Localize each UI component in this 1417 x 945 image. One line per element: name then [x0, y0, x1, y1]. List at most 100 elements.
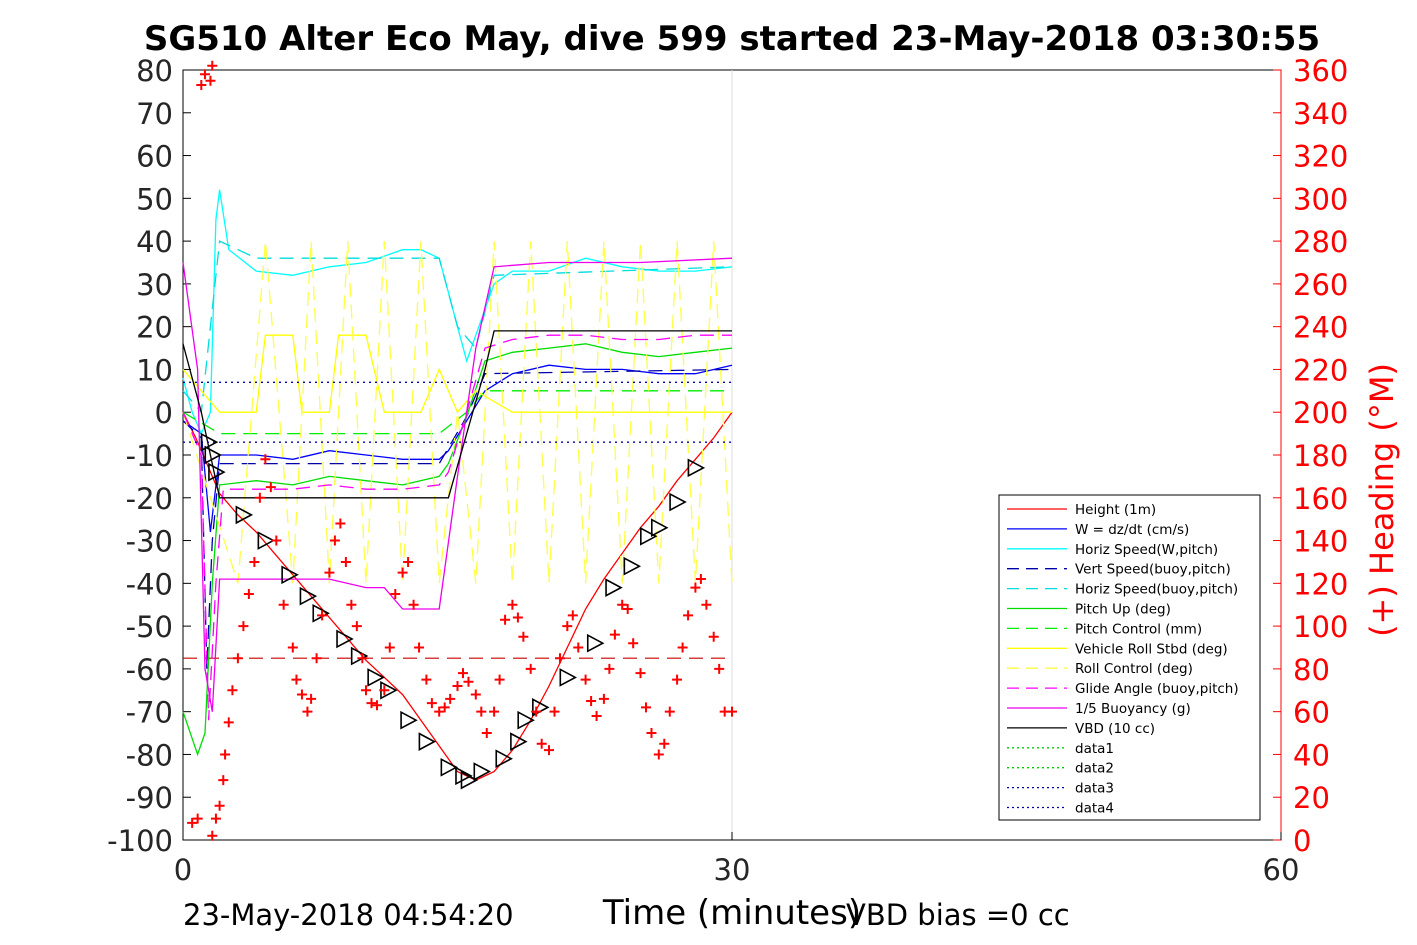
heading-marker [366, 698, 377, 709]
legend-label: data1 [1075, 741, 1114, 757]
triangle-marker [400, 710, 418, 730]
series-line-0 [182, 411, 733, 781]
legend-label: Pitch Up (deg) [1075, 602, 1171, 618]
legend-label: Vert Speed(buoy,pitch) [1075, 562, 1231, 578]
right-tick-label: 300 [1293, 182, 1348, 216]
heading-marker [562, 621, 573, 632]
right-tick-label: 80 [1293, 653, 1330, 687]
heading-marker [701, 599, 712, 610]
heading-marker [199, 69, 210, 80]
heading-marker [567, 610, 578, 621]
heading-marker [659, 738, 670, 749]
right-tick-label: 220 [1293, 353, 1348, 387]
triangle-marker [455, 766, 473, 786]
x-tick-label: 0 [174, 853, 192, 887]
right-tick-label: 260 [1293, 268, 1348, 302]
legend: Height (1m) W = dz/dt (cm/s) Horiz Speed(W… [998, 494, 1261, 821]
heading-marker [254, 492, 265, 503]
heading-marker [421, 674, 432, 685]
heading-marker [302, 706, 313, 717]
heading-marker [617, 599, 628, 610]
heading-marker [232, 653, 243, 664]
heading-marker [609, 629, 620, 640]
heading-marker [408, 599, 419, 610]
footer-vbd-bias: VBD bias =0 cc [846, 898, 1070, 932]
legend-label: data2 [1075, 761, 1114, 777]
right-tick-label: 60 [1293, 696, 1330, 730]
left-y-axis: 80 70 60 50 40 30 20 10 0 -10 -20 -30 -40 -50 -60 -70 -8… [107, 54, 191, 858]
heading-marker [205, 75, 216, 86]
legend-label: data4 [1075, 801, 1114, 817]
right-tick-label: 280 [1293, 225, 1348, 259]
heading-marker [306, 693, 317, 704]
legend-label: Roll Control (deg) [1075, 661, 1193, 677]
legend-label: W = dz/dt (cm/s) [1075, 522, 1189, 538]
heading-marker [604, 663, 615, 674]
left-tick-label: -80 [126, 738, 173, 772]
triangle-marker [418, 732, 437, 751]
triangle-marker [312, 603, 330, 623]
triangle-marker [281, 565, 299, 585]
heading-marker [489, 706, 500, 717]
heading-marker [287, 642, 298, 653]
heading-marker [494, 674, 505, 685]
heading-marker [481, 728, 492, 739]
heading-marker [223, 717, 234, 728]
heading-marker [653, 749, 664, 760]
heading-marker [518, 631, 529, 642]
heading-marker [536, 738, 547, 749]
x-tick-label: 60 [1263, 853, 1300, 887]
triangle-marker [299, 586, 318, 606]
left-tick-label: -10 [126, 439, 173, 473]
heading-marker [549, 706, 560, 717]
heading-marker [512, 612, 523, 623]
heading-marker [531, 706, 542, 717]
series-line-9 [182, 334, 732, 721]
left-tick-label: 30 [136, 268, 173, 302]
heading-marker [635, 668, 646, 679]
legend-label: data3 [1075, 781, 1114, 797]
left-tick-label: 80 [136, 54, 173, 88]
triangle-marker [473, 762, 491, 781]
triangle-marker [440, 757, 459, 777]
heading-marker [434, 706, 445, 717]
heading-marker [452, 681, 463, 691]
left-tick-label: 20 [136, 311, 173, 345]
triangle-marker [336, 629, 354, 649]
right-tick-label: 40 [1293, 738, 1330, 772]
triangle-marker [669, 492, 687, 512]
left-tick-label: 10 [136, 353, 173, 387]
triangle-marker [586, 633, 605, 653]
heading-marker [243, 589, 254, 600]
triangle-marker [687, 458, 706, 478]
left-tick-label: -60 [126, 653, 173, 687]
triangle-marker [200, 432, 219, 452]
heading-marker [586, 695, 597, 706]
heading-marker [457, 668, 468, 679]
series-line-7 [182, 334, 732, 414]
series-layer [182, 189, 733, 781]
left-tick-label: -30 [126, 525, 173, 559]
heading-marker [500, 614, 511, 625]
heading-marker [207, 60, 218, 71]
left-tick-label: -20 [126, 482, 173, 516]
legend-label: Horiz Speed(buoy,pitch) [1075, 582, 1238, 598]
heading-marker [192, 813, 203, 824]
triangle-marker [510, 732, 528, 751]
heading-marker [227, 685, 238, 696]
series-line-2 [182, 189, 733, 436]
heading-marker [525, 663, 536, 674]
heading-marker [591, 710, 602, 721]
heading-marker [695, 574, 706, 585]
heading-marker [271, 535, 282, 546]
heading-marker [390, 589, 401, 600]
heading-marker [672, 674, 683, 685]
heading-marker [683, 610, 694, 621]
triangle-marker [235, 505, 254, 525]
heading-marker [218, 775, 229, 786]
heading-marker [346, 599, 357, 610]
left-tick-label: -70 [126, 696, 173, 730]
heading-marker [573, 642, 584, 653]
right-axis-label: (+) Heading (°M) [1363, 363, 1401, 637]
